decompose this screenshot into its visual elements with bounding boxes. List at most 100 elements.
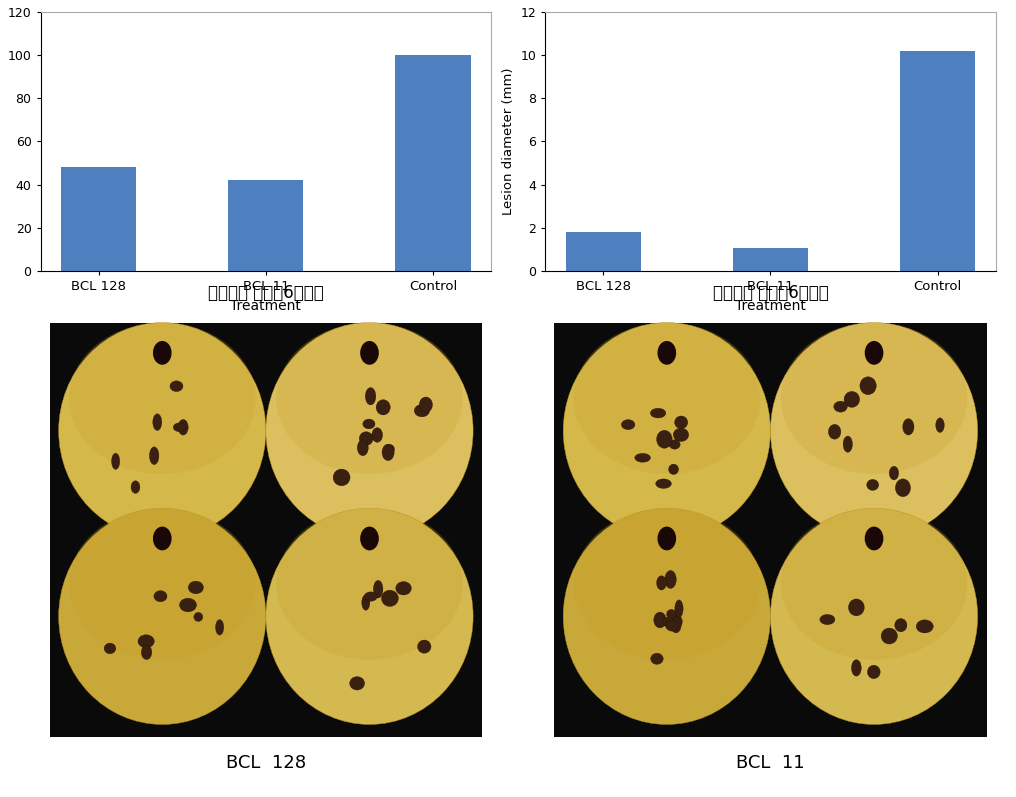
Ellipse shape [420, 397, 433, 413]
Ellipse shape [59, 508, 266, 724]
Ellipse shape [770, 508, 977, 724]
Ellipse shape [664, 571, 677, 588]
Ellipse shape [895, 618, 907, 632]
Ellipse shape [180, 599, 196, 612]
Ellipse shape [657, 527, 676, 551]
Ellipse shape [215, 619, 224, 635]
Ellipse shape [656, 575, 666, 590]
Ellipse shape [366, 387, 376, 405]
Ellipse shape [358, 440, 369, 456]
Ellipse shape [385, 445, 394, 453]
Ellipse shape [361, 341, 379, 365]
Ellipse shape [112, 453, 120, 469]
Ellipse shape [188, 581, 203, 594]
Ellipse shape [153, 591, 167, 602]
Ellipse shape [276, 508, 462, 660]
Text: 병반직경 （접쉆6일후）: 병반직경 （접쉆6일후） [712, 284, 828, 301]
Ellipse shape [834, 401, 847, 412]
Ellipse shape [675, 416, 688, 429]
Ellipse shape [670, 440, 680, 450]
Ellipse shape [141, 645, 151, 660]
X-axis label: Treatment: Treatment [735, 299, 806, 312]
Ellipse shape [415, 404, 430, 417]
Ellipse shape [770, 323, 977, 539]
Ellipse shape [266, 323, 473, 539]
Ellipse shape [69, 323, 256, 474]
Ellipse shape [843, 436, 852, 453]
Ellipse shape [622, 420, 635, 430]
Text: BCL  11: BCL 11 [737, 754, 805, 772]
Bar [395, 55, 470, 271]
Ellipse shape [868, 665, 880, 679]
Bar [566, 232, 641, 271]
Ellipse shape [362, 595, 370, 611]
Ellipse shape [174, 423, 186, 432]
Ellipse shape [350, 677, 365, 690]
Ellipse shape [59, 323, 266, 539]
Ellipse shape [276, 323, 462, 474]
Ellipse shape [656, 430, 673, 448]
Ellipse shape [69, 508, 256, 660]
Ellipse shape [671, 617, 682, 633]
Ellipse shape [780, 323, 967, 474]
Ellipse shape [372, 428, 383, 442]
Ellipse shape [780, 508, 967, 660]
Ellipse shape [153, 527, 172, 551]
Y-axis label: Lesion diameter (mm): Lesion diameter (mm) [502, 68, 515, 215]
Text: 방제효과 （접쉆6일후）: 방제효과 （접쉆6일후） [208, 284, 324, 301]
Ellipse shape [665, 620, 679, 631]
Ellipse shape [653, 612, 666, 628]
Ellipse shape [131, 481, 140, 493]
Ellipse shape [881, 628, 897, 644]
Ellipse shape [865, 341, 883, 365]
Y-axis label: Infected wounds (%): Infected wounds (%) [0, 73, 2, 210]
Ellipse shape [903, 418, 914, 435]
Text: BCL  128: BCL 128 [226, 754, 306, 772]
Ellipse shape [669, 464, 679, 474]
Ellipse shape [381, 590, 398, 607]
Ellipse shape [895, 479, 910, 497]
Ellipse shape [666, 610, 676, 619]
Ellipse shape [865, 527, 883, 551]
Ellipse shape [655, 479, 672, 489]
Ellipse shape [418, 640, 431, 654]
Ellipse shape [635, 453, 650, 462]
Ellipse shape [152, 414, 162, 430]
Bar [900, 51, 975, 271]
Ellipse shape [671, 615, 683, 628]
Ellipse shape [373, 580, 383, 598]
Ellipse shape [574, 323, 760, 474]
Ellipse shape [376, 399, 390, 415]
Ellipse shape [563, 508, 770, 724]
Ellipse shape [149, 447, 158, 465]
Ellipse shape [657, 341, 676, 365]
Ellipse shape [360, 432, 373, 446]
Ellipse shape [574, 508, 760, 660]
Ellipse shape [650, 408, 665, 418]
Ellipse shape [867, 479, 879, 490]
Ellipse shape [364, 592, 377, 601]
Ellipse shape [563, 323, 770, 539]
Ellipse shape [844, 391, 860, 407]
Ellipse shape [650, 654, 663, 665]
Bar [61, 167, 136, 271]
Ellipse shape [138, 634, 154, 648]
Ellipse shape [333, 469, 351, 486]
Ellipse shape [820, 614, 835, 625]
Ellipse shape [936, 418, 944, 433]
Ellipse shape [170, 381, 183, 391]
X-axis label: Treatment: Treatment [231, 299, 302, 312]
Bar [229, 180, 304, 271]
Ellipse shape [860, 377, 876, 395]
Ellipse shape [662, 617, 672, 626]
Ellipse shape [382, 444, 394, 461]
Ellipse shape [361, 527, 379, 551]
Ellipse shape [153, 341, 172, 365]
Ellipse shape [675, 600, 683, 618]
Bar [733, 249, 808, 271]
Ellipse shape [889, 466, 899, 480]
Ellipse shape [194, 612, 203, 622]
Ellipse shape [395, 582, 411, 595]
Ellipse shape [916, 620, 934, 633]
Ellipse shape [104, 643, 116, 654]
